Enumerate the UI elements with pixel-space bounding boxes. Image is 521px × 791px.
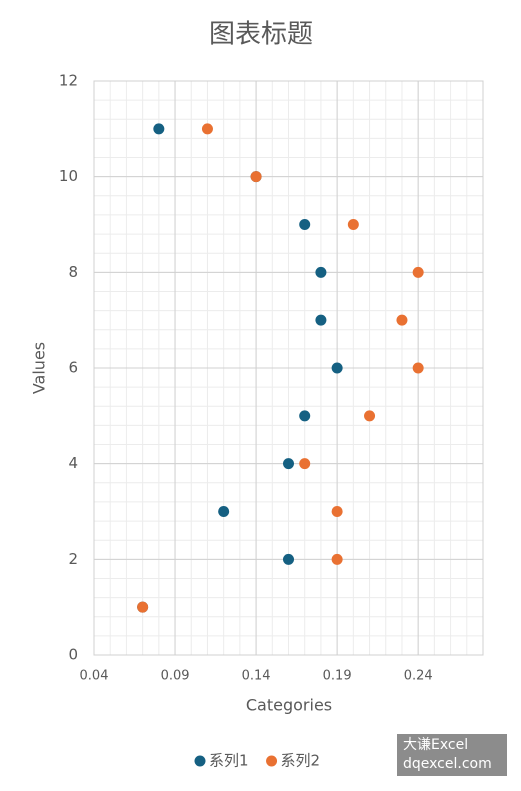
y-tick-label: 0 bbox=[68, 646, 78, 664]
point bbox=[299, 219, 311, 230]
point bbox=[412, 266, 424, 278]
x-tick-label: 0.04 bbox=[80, 669, 109, 684]
point bbox=[331, 362, 343, 374]
point bbox=[218, 506, 230, 517]
watermark-box bbox=[397, 734, 507, 776]
legend-marker bbox=[266, 755, 278, 767]
y-tick-label: 10 bbox=[59, 167, 78, 185]
legend-label: 系列2 bbox=[281, 752, 321, 770]
point bbox=[412, 362, 424, 374]
point bbox=[315, 314, 327, 326]
watermark: 大谦Excel bbox=[403, 737, 468, 753]
y-tick-label: 2 bbox=[68, 550, 78, 568]
watermark: dqexcel.com bbox=[403, 756, 492, 772]
point bbox=[137, 601, 149, 613]
x-tick-label: 0.14 bbox=[242, 669, 271, 684]
point bbox=[250, 171, 262, 183]
point bbox=[283, 553, 294, 565]
point bbox=[299, 458, 311, 470]
legend-marker bbox=[194, 755, 206, 767]
x-tick-label: 0.09 bbox=[161, 669, 190, 684]
x-axis-label: Categories bbox=[246, 696, 332, 715]
point bbox=[283, 458, 294, 470]
x-tick-label: 0.24 bbox=[404, 669, 433, 684]
y-tick-label: 4 bbox=[68, 454, 78, 472]
point bbox=[396, 314, 408, 326]
legend-label: 系列1 bbox=[209, 752, 249, 770]
chart-title: 图表标题 bbox=[209, 20, 313, 50]
point bbox=[315, 266, 327, 278]
point bbox=[299, 410, 311, 422]
y-tick-label: 6 bbox=[68, 359, 78, 377]
plot-border bbox=[93, 80, 484, 656]
x-tick-label: 0.19 bbox=[323, 669, 352, 684]
point bbox=[364, 410, 376, 422]
y-axis-label: Values bbox=[30, 342, 49, 394]
y-tick-label: 12 bbox=[59, 72, 78, 90]
point bbox=[153, 123, 165, 135]
y-tick-label: 8 bbox=[68, 263, 78, 281]
point bbox=[331, 553, 343, 565]
point bbox=[201, 123, 213, 135]
point bbox=[347, 219, 359, 230]
point bbox=[331, 506, 343, 517]
